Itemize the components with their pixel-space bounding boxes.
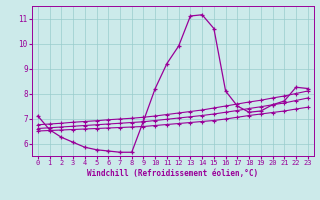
- X-axis label: Windchill (Refroidissement éolien,°C): Windchill (Refroidissement éolien,°C): [87, 169, 258, 178]
